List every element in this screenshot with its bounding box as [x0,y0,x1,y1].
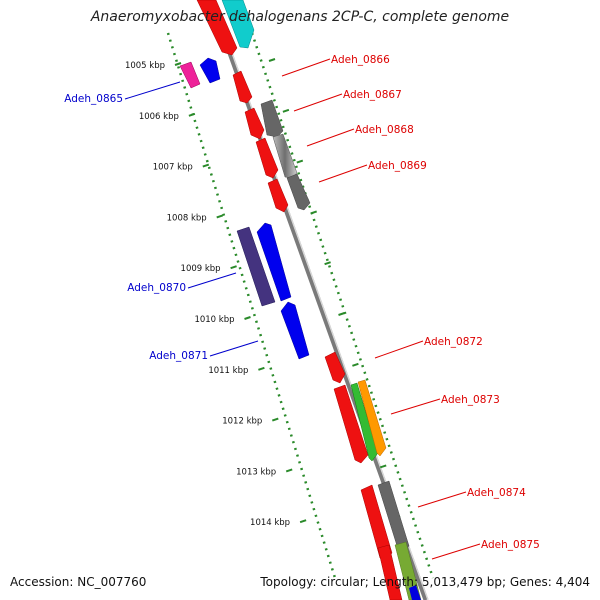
plus-strand-genes [196,0,422,600]
gene-label-adeh-0869[interactable]: Adeh_0869 [368,160,427,172]
gene-arrow-top-red[interactable] [196,0,238,56]
scale-label: 1013 kbp [236,467,276,477]
scale-tick [230,265,237,270]
gene-label-adeh-0868[interactable]: Adeh_0868 [355,124,414,136]
gene-box-0867-gray[interactable] [260,99,284,138]
gene-arrow-0870-purple[interactable] [236,226,276,307]
gene-arrow-0868[interactable] [255,137,279,179]
scale-tick [216,214,224,219]
scale-tick [282,108,290,113]
scale-tick [310,210,318,215]
scale-label: 1005 kbp [125,61,165,71]
gene-label-adeh-0870[interactable]: Adeh_0870 [127,282,186,294]
scale-tick [188,112,196,117]
genome-summary-text: Topology: circular; Length: 5,013,479 bp… [260,575,590,589]
scale-label: 1008 kbp [167,213,207,223]
scale-tick [352,362,359,367]
scale-tick [202,163,210,168]
gene-label-adeh-0866[interactable]: Adeh_0866 [331,54,390,66]
scale-tick [285,468,293,473]
scale-tick [174,62,182,66]
gene-arrow-0865-blue[interactable] [199,57,221,84]
gene-box-0869-gray[interactable] [286,173,311,211]
scale-tick [258,366,265,371]
gene-arrow-top-cyan[interactable] [221,0,255,49]
scale-tick [324,261,331,266]
gene-arrow-0865-magenta[interactable] [179,61,201,89]
scale-labels: 1005 kbp 1006 kbp 1007 kbp 1008 kbp 1009 kbp… [125,61,290,528]
label-leaders [124,58,481,560]
gene-arrow-0875-red[interactable] [377,544,403,600]
scale-label: 1014 kbp [250,518,290,528]
scale-tick [244,316,251,320]
gene-label-adeh-0875[interactable]: Adeh_0875 [481,539,540,551]
gene-arrow-0867[interactable] [244,107,265,140]
gene-arrow-0872[interactable] [324,351,346,384]
scale-tick [379,464,387,469]
gene-label-adeh-0874[interactable]: Adeh_0874 [467,487,526,499]
gene-arrow-0873-red[interactable] [333,384,369,464]
scale-label: 1012 kbp [222,417,262,427]
gene-label-adeh-0873[interactable]: Adeh_0873 [441,394,500,406]
plus-strand-scale-line [250,32,435,579]
gene-arrow-0866[interactable] [232,70,253,104]
gene-label-adeh-0871[interactable]: Adeh_0871 [149,350,208,362]
scale-label: 1010 kbp [194,315,234,325]
gene-label-adeh-0872[interactable]: Adeh_0872 [424,336,483,348]
scale-label: 1009 kbp [181,264,221,274]
gene-arrow-0875-olive[interactable] [394,541,422,600]
scale-tick [296,159,304,164]
gene-arrow-0873-orange[interactable] [357,379,387,457]
scale-tick [271,417,279,422]
scale-label: 1006 kbp [139,112,179,122]
genome-title: Anaeromyxobacter dehalogenans 2CP-C, com… [90,9,510,25]
gene-label-adeh-0865[interactable]: Adeh_0865 [64,93,123,105]
gene-arrow-bottom-blue[interactable] [409,585,421,600]
gene-label-adeh-0867[interactable]: Adeh_0867 [343,89,402,101]
scale-label: 1007 kbp [153,163,193,173]
scale-tick [338,312,345,316]
gene-arrow-0870-blue[interactable] [256,222,292,302]
accession-text: Accession: NC_007760 [10,575,147,589]
scale-label: 1011 kbp [208,366,248,376]
scale-tick [268,58,276,62]
minus-strand-genes [179,57,310,360]
gene-arrow-0871[interactable] [280,301,310,360]
scale-tick [299,519,307,524]
gene-arrow-0869[interactable] [267,178,289,213]
gene-arrow-0873-green[interactable] [350,382,379,462]
gene-labels: Adeh_0866 Adeh_0867 Adeh_0868 Adeh_0869 … [64,54,540,551]
